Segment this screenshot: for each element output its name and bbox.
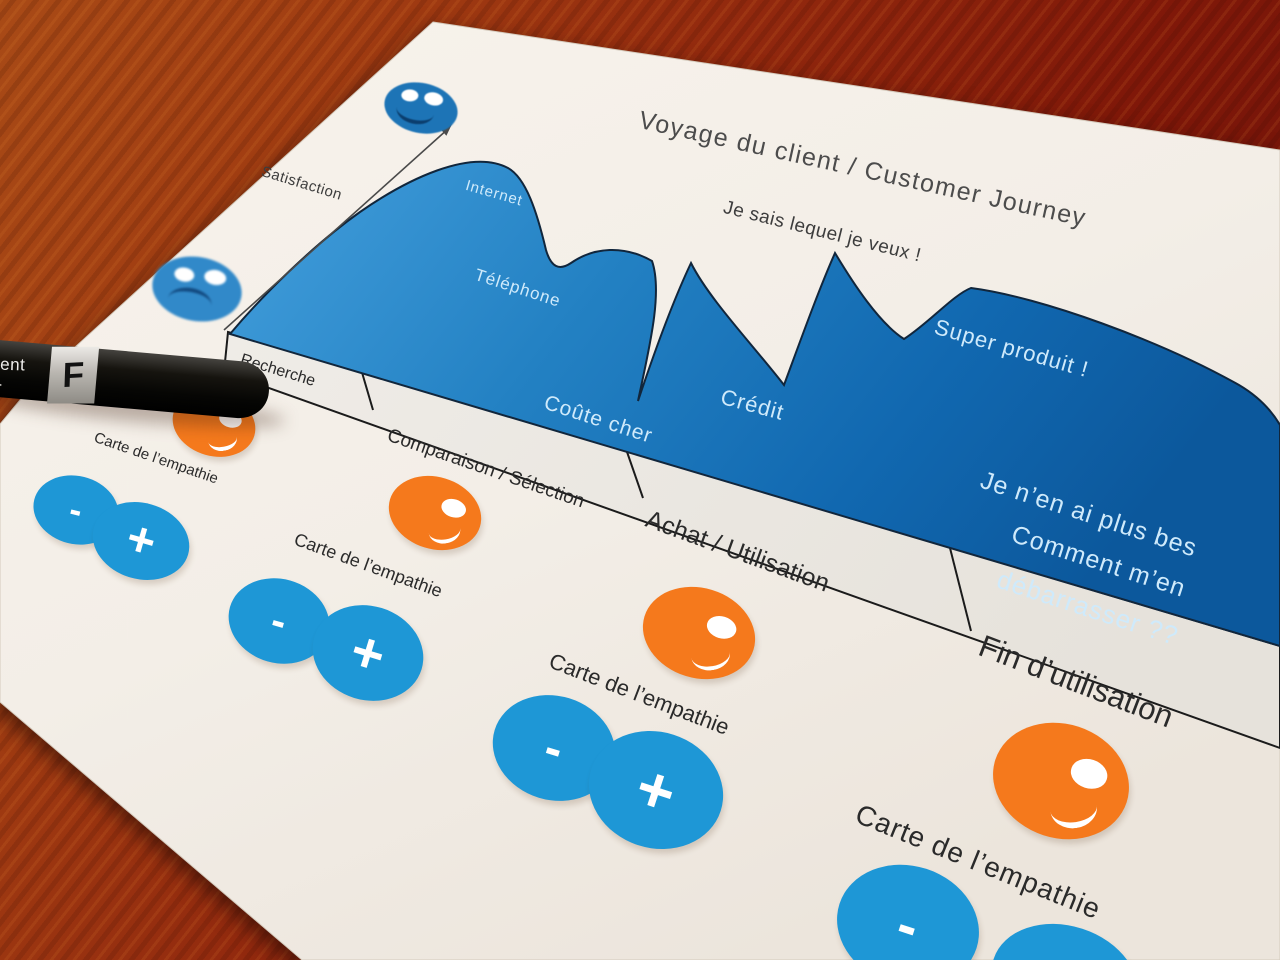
satisfaction-axis [223, 127, 450, 331]
plus-glyph: + [627, 749, 685, 831]
smiley-eye [173, 265, 196, 284]
stage-separator-3 [949, 547, 972, 632]
stage-separator-2 [625, 448, 644, 499]
plus-glyph: + [1036, 942, 1094, 960]
sticker-smile [1047, 785, 1100, 832]
minus-glyph: - [888, 891, 928, 960]
sticker-smile [206, 425, 239, 454]
smiley-frown [165, 284, 214, 320]
sticker-smile [688, 636, 732, 673]
plus-glyph: + [343, 617, 393, 688]
pen-grade-band: F [47, 346, 100, 404]
pen-partial-text-2: o ▶ [0, 378, 3, 391]
minus-glyph: - [265, 596, 293, 646]
pen-partial-text: nent [0, 354, 26, 375]
sticker-smile [426, 515, 463, 546]
pen-grade-label: F [61, 354, 85, 395]
sticker-eye [703, 611, 740, 643]
plus-glyph: + [120, 511, 162, 570]
smiley-eye [203, 268, 228, 287]
stage-separator-1 [360, 368, 374, 411]
minus-glyph: - [537, 718, 571, 778]
satisfaction-curve [228, 160, 1280, 648]
minus-glyph: - [65, 488, 87, 531]
